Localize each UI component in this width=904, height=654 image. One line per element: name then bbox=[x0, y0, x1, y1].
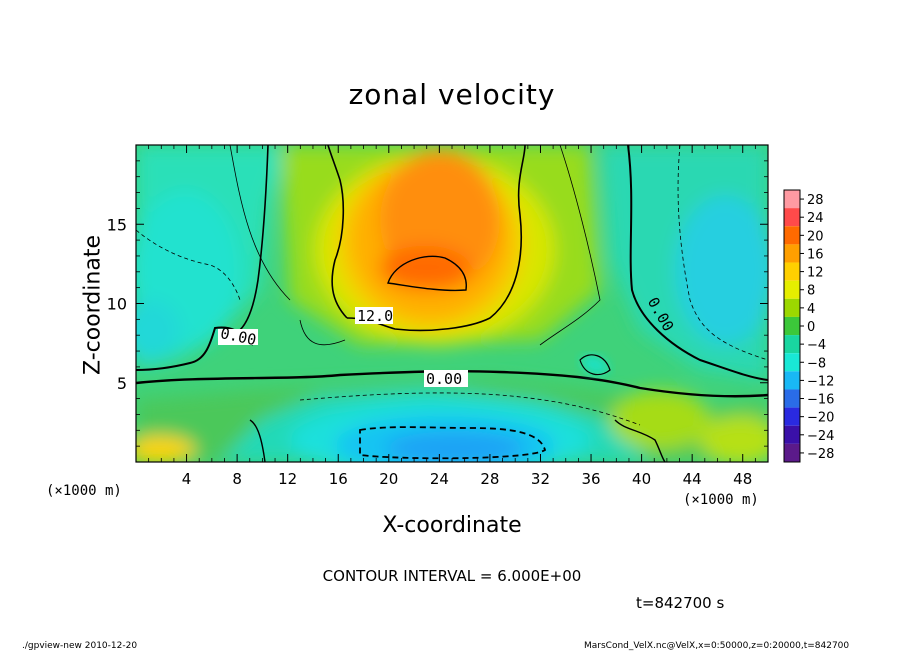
colorbar-label: 12 bbox=[807, 266, 824, 281]
chart-title: zonal velocity bbox=[348, 78, 556, 111]
contour-label-0-left-bg bbox=[218, 329, 258, 345]
colorbar-label: 0 bbox=[807, 320, 815, 335]
x-axis-ticks: 4 8 12 16 20 24 28 32 36 40 44 48 bbox=[148, 145, 756, 488]
x-tick-label: 32 bbox=[531, 470, 550, 488]
x-tick-label: 8 bbox=[232, 470, 242, 488]
x-tick-label: 4 bbox=[182, 470, 192, 488]
colorbar-label: −16 bbox=[807, 393, 834, 408]
contour-interval-note: CONTOUR INTERVAL = 6.000E+00 bbox=[322, 567, 582, 585]
colorbar-label: −8 bbox=[807, 356, 826, 371]
colorbar-swatch bbox=[784, 443, 800, 462]
x-tick-label: 36 bbox=[581, 470, 600, 488]
colorbar-label: 20 bbox=[807, 229, 824, 244]
colorbar-swatch bbox=[784, 425, 800, 444]
colorbar-label: −12 bbox=[807, 374, 834, 389]
x-tick-label: 28 bbox=[480, 470, 499, 488]
colorbar-swatch bbox=[784, 262, 800, 281]
y-tick-label: 5 bbox=[117, 374, 127, 393]
x-tick-label: 16 bbox=[329, 470, 348, 488]
y-tick-label: 10 bbox=[107, 295, 127, 314]
colorbar-swatch bbox=[784, 208, 800, 227]
x-tick-label: 40 bbox=[632, 470, 651, 488]
colorbar-swatch bbox=[784, 407, 800, 426]
heatmap-field bbox=[136, 145, 768, 462]
colorbar-label: −20 bbox=[807, 411, 834, 426]
time-stamp: t=842700 s bbox=[636, 594, 725, 612]
contour-label-12: 12.0 bbox=[357, 307, 393, 325]
colorbar-swatch bbox=[784, 190, 800, 209]
colorbar-swatch bbox=[784, 280, 800, 299]
colorbar-swatch bbox=[784, 298, 800, 317]
colorbar-swatch bbox=[784, 244, 800, 263]
footer-left: ./gpview-new 2010-12-20 bbox=[22, 641, 138, 651]
x-unit-label-left: (×1000 m) bbox=[46, 483, 122, 499]
contour-label-12-bg bbox=[355, 307, 393, 324]
contour-label-0-bottom: 0.00 bbox=[426, 370, 462, 388]
colorbar-label: 16 bbox=[807, 247, 824, 262]
y-axis-ticks: 15 10 5 bbox=[107, 160, 768, 447]
colorbar-label: 4 bbox=[807, 302, 815, 317]
y-tick-label: 15 bbox=[107, 215, 127, 234]
footer-right: MarsCond_VelX.nc@VelX,x=0:50000,z=0:2000… bbox=[584, 641, 850, 651]
x-tick-label: 44 bbox=[683, 470, 702, 488]
x-tick-label: 24 bbox=[430, 470, 449, 488]
x-unit-label-right: (×1000 m) bbox=[683, 492, 759, 508]
colorbar-label: −4 bbox=[807, 338, 826, 353]
colorbar-swatch bbox=[784, 371, 800, 390]
colorbar-label: 24 bbox=[807, 211, 824, 226]
colorbar-swatch bbox=[784, 389, 800, 408]
x-tick-label: 12 bbox=[278, 470, 297, 488]
x-tick-label: 48 bbox=[733, 470, 752, 488]
colorbar-swatch bbox=[784, 226, 800, 245]
contour-label-0-bottom-bg bbox=[424, 370, 468, 387]
colorbar-swatch bbox=[784, 335, 800, 354]
x-tick-label: 20 bbox=[379, 470, 398, 488]
colorbar-label: −24 bbox=[807, 429, 834, 444]
colorbar-swatch bbox=[784, 353, 800, 372]
colorbar-label: −28 bbox=[807, 447, 834, 462]
x-axis-label: X-coordinate bbox=[382, 513, 522, 538]
colorbar-swatch bbox=[784, 316, 800, 336]
colorbar-label: 28 bbox=[807, 193, 824, 208]
colorbar-label: 8 bbox=[807, 284, 815, 299]
colorbar: 28 24 20 16 12 8 4 0 −4 −8 −12 −16 −20 −24 −28 bbox=[783, 189, 834, 463]
